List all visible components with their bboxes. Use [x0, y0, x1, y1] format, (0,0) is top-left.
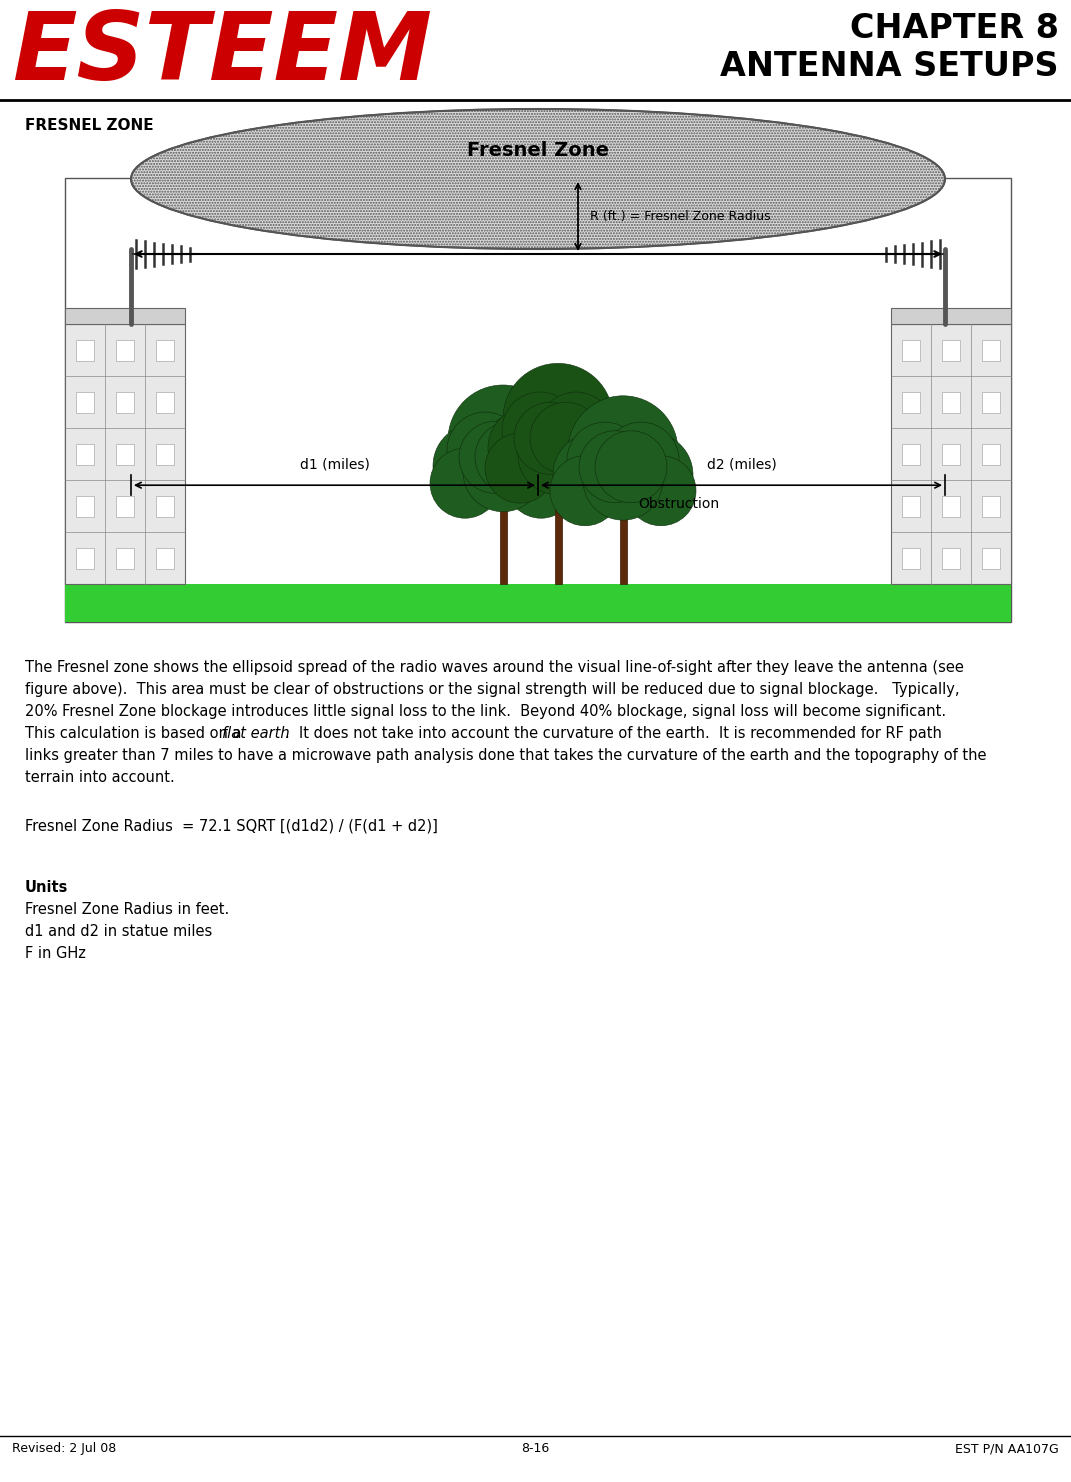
- Bar: [156, 548, 174, 569]
- Bar: [76, 339, 94, 362]
- Text: CHAPTER 8: CHAPTER 8: [850, 12, 1059, 44]
- Text: figure above).  This area must be clear of obstructions or the signal strength w: figure above). This area must be clear o…: [25, 682, 960, 697]
- Bar: [499, 468, 507, 584]
- Bar: [902, 391, 920, 413]
- Circle shape: [448, 385, 558, 495]
- Text: d1 and d2 in statue miles: d1 and d2 in statue miles: [25, 923, 212, 940]
- Circle shape: [579, 431, 651, 502]
- Bar: [65, 325, 185, 584]
- Text: F in GHz: F in GHz: [25, 946, 86, 960]
- Bar: [982, 443, 1000, 465]
- Text: Units: Units: [25, 880, 69, 895]
- Bar: [942, 548, 960, 569]
- Bar: [942, 443, 960, 465]
- Bar: [891, 325, 1011, 584]
- Bar: [116, 391, 134, 413]
- Bar: [76, 443, 94, 465]
- Bar: [76, 548, 94, 569]
- Text: The Fresnel zone shows the ellipsoid spread of the radio waves around the visual: The Fresnel zone shows the ellipsoid spr…: [25, 659, 964, 674]
- Text: links greater than 7 miles to have a microwave path analysis done that takes the: links greater than 7 miles to have a mic…: [25, 748, 986, 763]
- Circle shape: [544, 406, 628, 491]
- Text: Revised: 2 Jul 08: Revised: 2 Jul 08: [12, 1442, 117, 1455]
- Bar: [116, 548, 134, 569]
- Circle shape: [538, 393, 614, 468]
- Circle shape: [429, 448, 500, 519]
- Bar: [982, 548, 1000, 569]
- Text: EST P/N AA107G: EST P/N AA107G: [955, 1442, 1059, 1455]
- Circle shape: [485, 433, 555, 502]
- Bar: [902, 443, 920, 465]
- Circle shape: [463, 431, 543, 511]
- Circle shape: [603, 422, 679, 498]
- Bar: [65, 308, 185, 325]
- Circle shape: [553, 433, 637, 517]
- Bar: [116, 495, 134, 517]
- Bar: [65, 178, 1011, 622]
- Text: ANTENNA SETUPS: ANTENNA SETUPS: [721, 50, 1059, 83]
- Bar: [619, 477, 627, 584]
- Bar: [156, 495, 174, 517]
- Circle shape: [595, 431, 667, 502]
- Text: FRESNEL ZONE: FRESNEL ZONE: [25, 119, 153, 133]
- Circle shape: [502, 393, 578, 468]
- Circle shape: [459, 421, 531, 494]
- Text: .  It does not take into account the curvature of the earth.  It is recommended : . It does not take into account the curv…: [285, 726, 942, 741]
- Text: ESTEEM: ESTEEM: [12, 7, 432, 99]
- Text: Fresnel Zone: Fresnel Zone: [467, 141, 609, 160]
- Text: Fresnel Zone Radius  = 72.1 SQRT [(d1d2) / (F(d1 + d2)]: Fresnel Zone Radius = 72.1 SQRT [(d1d2) …: [25, 818, 438, 833]
- Text: flat earth: flat earth: [222, 726, 289, 741]
- Bar: [156, 391, 174, 413]
- Circle shape: [447, 412, 523, 488]
- Circle shape: [550, 456, 620, 526]
- Bar: [116, 339, 134, 362]
- Bar: [982, 339, 1000, 362]
- Circle shape: [530, 402, 602, 474]
- Text: terrain into account.: terrain into account.: [25, 771, 175, 785]
- Circle shape: [476, 421, 547, 494]
- Bar: [902, 548, 920, 569]
- Bar: [982, 391, 1000, 413]
- Circle shape: [489, 424, 573, 508]
- Circle shape: [627, 456, 696, 526]
- Text: d2 (miles): d2 (miles): [707, 458, 776, 471]
- Bar: [942, 495, 960, 517]
- Bar: [891, 308, 1011, 325]
- Circle shape: [561, 433, 631, 502]
- Circle shape: [609, 433, 693, 517]
- Bar: [555, 451, 561, 584]
- Bar: [942, 391, 960, 413]
- Text: Fresnel Zone Radius in feet.: Fresnel Zone Radius in feet.: [25, 903, 229, 917]
- Circle shape: [568, 396, 678, 505]
- Circle shape: [506, 448, 576, 519]
- Circle shape: [583, 440, 663, 520]
- Bar: [942, 339, 960, 362]
- Text: Obstruction: Obstruction: [638, 496, 719, 511]
- Circle shape: [488, 406, 572, 491]
- Bar: [902, 339, 920, 362]
- Text: 20% Fresnel Zone blockage introduces little signal loss to the link.  Beyond 40%: 20% Fresnel Zone blockage introduces lit…: [25, 704, 946, 719]
- Text: R (ft.) = Fresnel Zone Radius: R (ft.) = Fresnel Zone Radius: [590, 210, 771, 222]
- Circle shape: [567, 422, 643, 498]
- Bar: [116, 443, 134, 465]
- Circle shape: [514, 402, 586, 474]
- Text: 8-16: 8-16: [522, 1442, 549, 1455]
- Bar: [156, 443, 174, 465]
- Text: d1 (miles): d1 (miles): [300, 458, 369, 471]
- Text: This calculation is based on a: This calculation is based on a: [25, 726, 246, 741]
- Bar: [76, 495, 94, 517]
- Ellipse shape: [131, 110, 945, 249]
- Bar: [982, 495, 1000, 517]
- Bar: [76, 391, 94, 413]
- Bar: [156, 339, 174, 362]
- Bar: [902, 495, 920, 517]
- Circle shape: [503, 363, 613, 473]
- Bar: [65, 584, 1011, 622]
- Circle shape: [433, 424, 517, 508]
- Circle shape: [518, 415, 598, 495]
- Circle shape: [483, 412, 559, 488]
